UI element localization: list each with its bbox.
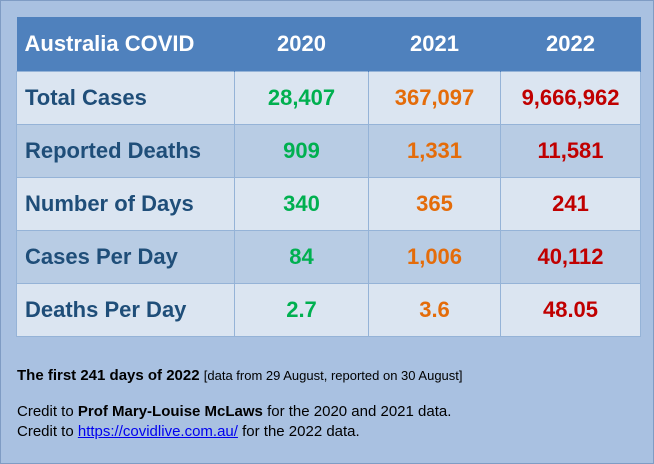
year-header-2022: 2022: [500, 17, 641, 72]
year-header-2020: 2020: [234, 17, 369, 72]
row-label: Reported Deaths: [16, 124, 235, 178]
cell-2020: 28,407: [234, 71, 369, 125]
notes-section: The first 241 days of 2022 [data from 29…: [17, 366, 637, 442]
table-row: Deaths Per Day 2.7 3.6 48.05: [16, 283, 641, 337]
cell-2022: 40,112: [500, 230, 641, 284]
row-label: Number of Days: [16, 177, 235, 231]
credit-prefix: Credit to: [17, 423, 78, 440]
credit-suffix: for the 2022 data.: [237, 423, 360, 440]
cell-2021: 3.6: [368, 283, 501, 337]
cell-2020: 2.7: [234, 283, 369, 337]
data-period-bold: The first 241 days of 2022: [17, 367, 200, 384]
covid-stats-table: Australia COVID 2020 2021 2022 Total Cas…: [16, 17, 641, 337]
credit-line-1: Credit to Prof Mary-Louise McLaws for th…: [17, 402, 637, 422]
cell-2021: 1,331: [368, 124, 501, 178]
cell-2022: 48.05: [500, 283, 641, 337]
row-label: Total Cases: [16, 71, 235, 125]
covidlive-link[interactable]: https://covidlive.com.au/: [77, 423, 238, 440]
cell-2020: 909: [234, 124, 369, 178]
cell-2022: 241: [500, 177, 641, 231]
cell-2021: 367,097: [368, 71, 501, 125]
year-header-2021: 2021: [368, 17, 501, 72]
data-period-bracket: [data from 29 August, reported on 30 Aug…: [203, 368, 463, 383]
row-label: Cases Per Day: [16, 230, 235, 284]
cell-2021: 1,006: [368, 230, 501, 284]
cell-2020: 340: [234, 177, 369, 231]
credit-line-2: Credit to https://covidlive.com.au/ for …: [17, 422, 637, 442]
cell-2020: 84: [234, 230, 369, 284]
cell-2022: 11,581: [500, 124, 641, 178]
header-row: Australia COVID 2020 2021 2022: [16, 17, 641, 72]
table-row: Number of Days 340 365 241: [16, 177, 641, 231]
data-period-note: The first 241 days of 2022 [data from 29…: [17, 366, 637, 386]
table-title: Australia COVID: [16, 17, 235, 72]
table-row: Cases Per Day 84 1,006 40,112: [16, 230, 641, 284]
table-row: Reported Deaths 909 1,331 11,581: [16, 124, 641, 178]
table-row: Total Cases 28,407 367,097 9,666,962: [16, 71, 641, 125]
cell-2021: 365: [368, 177, 501, 231]
credit-prefix: Credit to: [17, 403, 78, 420]
row-label: Deaths Per Day: [16, 283, 235, 337]
credit-suffix: for the 2020 and 2021 data.: [262, 403, 452, 420]
credit-person: Prof Mary-Louise McLaws: [77, 403, 263, 420]
cell-2022: 9,666,962: [500, 71, 641, 125]
